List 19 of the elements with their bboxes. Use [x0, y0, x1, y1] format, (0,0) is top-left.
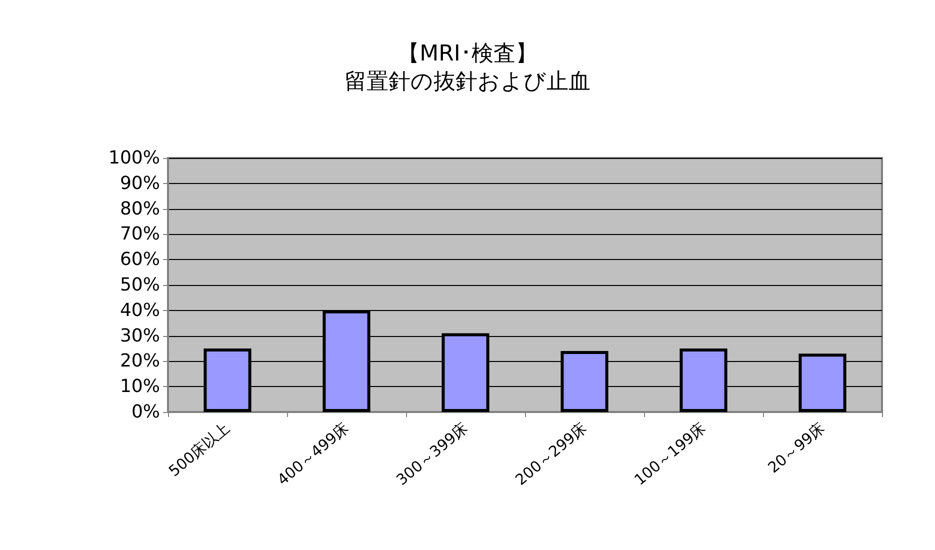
y-tick-label: 80% [120, 198, 160, 220]
y-tick-label: 0% [131, 402, 160, 422]
y-tick-label: 30% [120, 325, 160, 346]
x-tick-label: 200～299床 [512, 419, 590, 489]
y-tick-label: 20% [120, 350, 160, 372]
y-tick-label: 60% [120, 249, 160, 270]
y-tick-label: 40% [120, 300, 160, 321]
x-tick-label: 500床以上 [165, 419, 234, 480]
x-tick-label: 300～399床 [392, 419, 472, 489]
y-tick-label: 50% [120, 274, 160, 296]
chart-subtitle: 留置針の抜針および止血 [344, 70, 590, 94]
x-tick-label: 400～499床 [274, 419, 352, 489]
chart-title: 【MRI･検査】 [398, 42, 538, 66]
y-tick-label: 10% [120, 376, 160, 398]
x-tick-label: 20～99床 [764, 419, 828, 477]
y-tick-label: 90% [120, 172, 160, 194]
y-tick-label: 100% [108, 148, 160, 168]
x-tick-label: 100～199床 [630, 419, 710, 489]
y-tick-label: 70% [120, 224, 160, 245]
